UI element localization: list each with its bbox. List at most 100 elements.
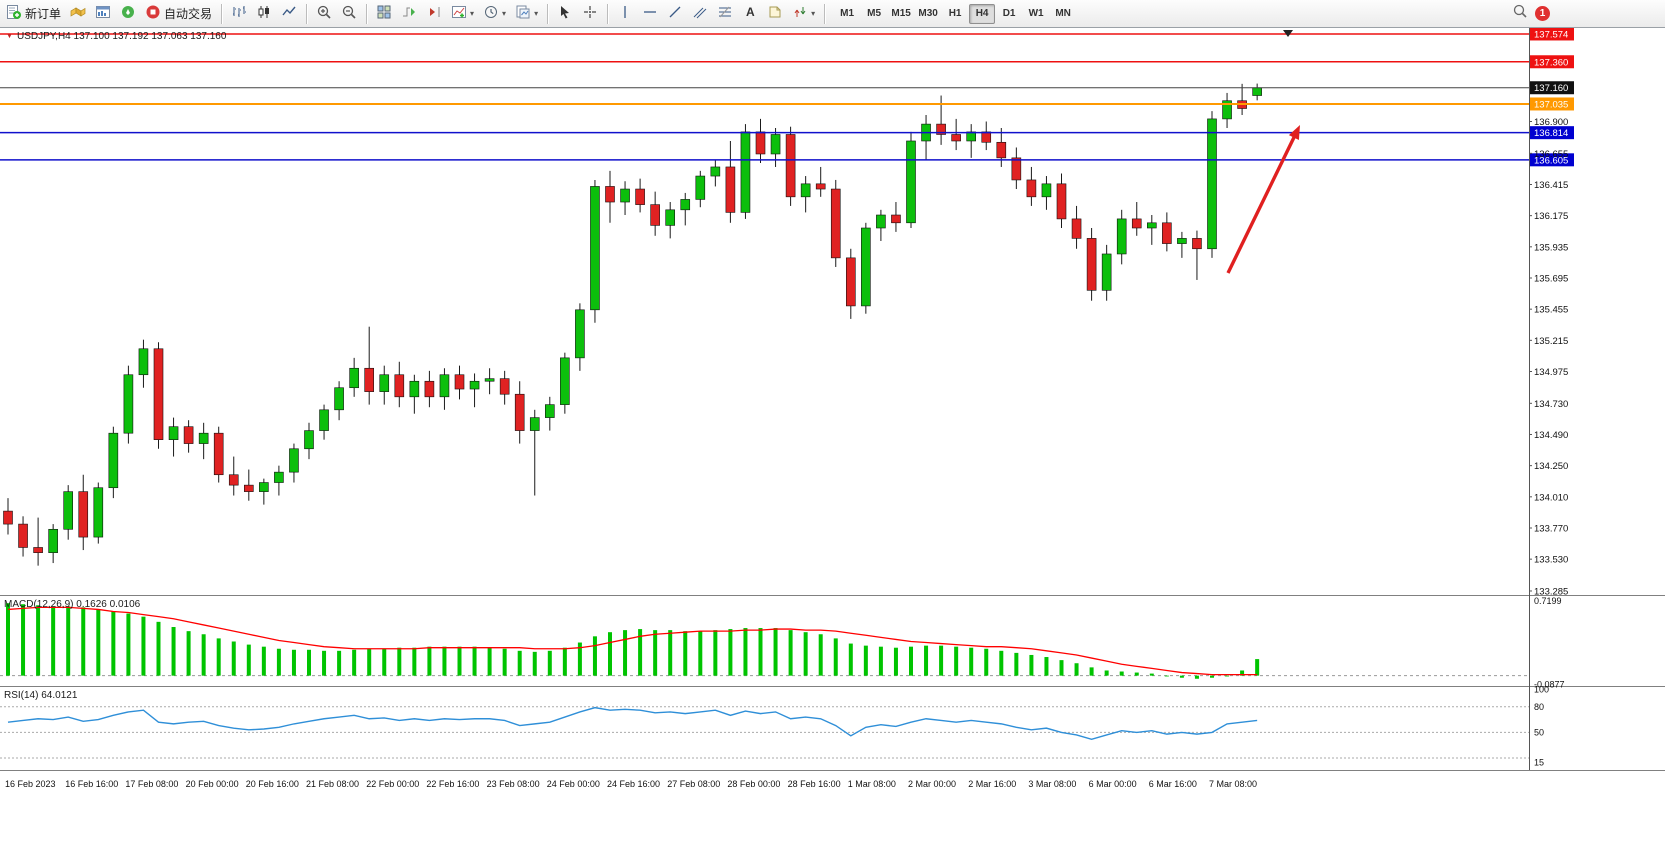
price-tick-label: 133.285	[1534, 586, 1568, 597]
price-tag-label: 136.605	[1534, 155, 1568, 166]
navigator-icon	[120, 4, 136, 23]
timeframe-w1[interactable]: W1	[1023, 4, 1049, 24]
symbol-info: USDJPY,H4 137.100 137.192 137.063 137.16…	[17, 31, 227, 42]
time-tick-label: 22 Feb 00:00	[366, 779, 419, 789]
templates-button[interactable]: ▾	[511, 3, 542, 25]
market-watch-button[interactable]	[66, 3, 90, 25]
time-tick-label: 2 Mar 00:00	[908, 779, 956, 789]
time-tick-label: 22 Feb 16:00	[426, 779, 479, 789]
toolbar-separator	[824, 3, 826, 24]
price-tick-label: 133.770	[1534, 523, 1568, 534]
time-tick-label: 20 Feb 16:00	[246, 779, 299, 789]
crosshair-button[interactable]	[578, 3, 602, 25]
time-tick-label: 21 Feb 08:00	[306, 779, 359, 789]
price-tick-label: 136.175	[1534, 211, 1568, 222]
macd-axis-label: -0.0877	[1534, 680, 1565, 690]
vertical-line-button[interactable]	[613, 3, 637, 25]
timeframe-d1[interactable]: D1	[996, 4, 1022, 24]
price-tick-label: 134.730	[1534, 399, 1568, 410]
rsi-axis-label: 50	[1534, 727, 1544, 737]
periods-icon	[483, 4, 499, 23]
templates-icon	[515, 4, 531, 23]
vertical-line-icon	[617, 4, 633, 23]
tile-windows-button[interactable]	[372, 3, 396, 25]
horizontal-line-button[interactable]	[638, 3, 662, 25]
time-tick-label: 28 Feb 16:00	[788, 779, 841, 789]
tile-windows-icon	[376, 4, 392, 23]
bar-chart-button[interactable]	[227, 3, 251, 25]
periods-button[interactable]: ▾	[479, 3, 510, 25]
fibonacci-button[interactable]	[713, 3, 737, 25]
macd-panel: 0.7199 -0.0877	[0, 596, 1565, 690]
zoom-in-button[interactable]	[312, 3, 336, 25]
time-tick-label: 2 Mar 16:00	[968, 779, 1016, 789]
line-chart-button[interactable]	[277, 3, 301, 25]
symbol-marker-icon: ▼	[6, 33, 13, 40]
label-tool-button[interactable]	[763, 3, 787, 25]
svg-text:A: A	[746, 5, 755, 19]
fibonacci-icon	[717, 4, 733, 23]
timeframe-h1[interactable]: H1	[942, 4, 968, 24]
trend-arrow[interactable]	[1226, 125, 1300, 274]
timeframe-m1[interactable]: M1	[834, 4, 860, 24]
new-order-button[interactable]: 新订单	[2, 3, 65, 25]
autotrade-button[interactable]: 自动交易	[141, 3, 216, 25]
new-order-icon	[6, 4, 22, 23]
auto-scroll-button[interactable]	[397, 3, 421, 25]
price-tag	[1530, 153, 1574, 167]
horizontal-line-icon	[642, 4, 658, 23]
timeframe-h4[interactable]: H4	[969, 3, 996, 24]
arrows-tool-button[interactable]: ▾	[788, 3, 819, 25]
notifications-badge[interactable]: 1	[1535, 6, 1550, 21]
search-icon[interactable]	[1512, 3, 1528, 24]
price-tag-label: 137.160	[1534, 83, 1568, 94]
time-tick-label: 28 Feb 00:00	[727, 779, 780, 789]
price-tag	[1530, 55, 1574, 69]
time-tick-label: 24 Feb 00:00	[547, 779, 600, 789]
chevron-down-icon: ▾	[502, 8, 507, 18]
horizontal-lines[interactable]: 137.574 137.360 137.160 137.035 136.814 136.6…	[0, 27, 1574, 167]
new-order-label: 新订单	[25, 7, 62, 21]
zoom-out-icon	[341, 4, 357, 23]
toolbar-right-group: 1	[1512, 3, 1550, 24]
cursor-button[interactable]	[553, 3, 577, 25]
channel-button[interactable]	[688, 3, 712, 25]
price-tag-label: 137.574	[1534, 29, 1568, 40]
data-window-icon	[95, 4, 111, 23]
price-axis[interactable]: 136.900 136.655 136.415 136.175 135.935 135.6…	[1529, 117, 1568, 597]
price-tick-label: 135.935	[1534, 242, 1568, 253]
shift-marker-icon[interactable]	[1283, 30, 1293, 37]
time-axis[interactable]: 16 Feb 2023 16 Feb 16:00 17 Feb 08:00 20 Fe…	[5, 779, 1257, 789]
candlestick-chart-button[interactable]	[252, 3, 276, 25]
line-chart-icon	[281, 4, 297, 23]
navigator-button[interactable]	[116, 3, 140, 25]
timeframe-m15[interactable]: M15	[888, 4, 914, 24]
macd-axis-label: 0.7199	[1534, 596, 1562, 606]
time-tick-label: 6 Mar 16:00	[1149, 779, 1197, 789]
zoom-out-button[interactable]	[337, 3, 361, 25]
price-tag	[1530, 81, 1574, 95]
chevron-down-icon: ▾	[811, 8, 816, 18]
time-tick-label: 6 Mar 00:00	[1089, 779, 1137, 789]
time-tick-label: 27 Feb 08:00	[667, 779, 720, 789]
indicators-button[interactable]: ▾	[447, 3, 478, 25]
price-tick-label: 135.695	[1534, 273, 1568, 284]
price-tag	[1530, 27, 1574, 41]
price-tag-label: 136.814	[1534, 128, 1568, 139]
data-window-button[interactable]	[91, 3, 115, 25]
channel-icon	[692, 4, 708, 23]
price-tick-label: 135.455	[1534, 305, 1568, 316]
time-tick-label: 3 Mar 08:00	[1028, 779, 1076, 789]
toolbar: 新订单 自动交易 ▾ ▾ ▾ A ▾ M1 M5	[0, 0, 1665, 28]
price-tick-label: 134.975	[1534, 367, 1568, 378]
text-tool-button[interactable]: A	[738, 3, 762, 25]
toolbar-separator	[547, 3, 549, 24]
chart-shift-button[interactable]	[422, 3, 446, 25]
time-tick-label: 23 Feb 08:00	[487, 779, 540, 789]
timeframe-m5[interactable]: M5	[861, 4, 887, 24]
trendline-button[interactable]	[663, 3, 687, 25]
time-tick-label: 24 Feb 16:00	[607, 779, 660, 789]
timeframe-mn[interactable]: MN	[1050, 4, 1076, 24]
timeframe-m30[interactable]: M30	[915, 4, 941, 24]
